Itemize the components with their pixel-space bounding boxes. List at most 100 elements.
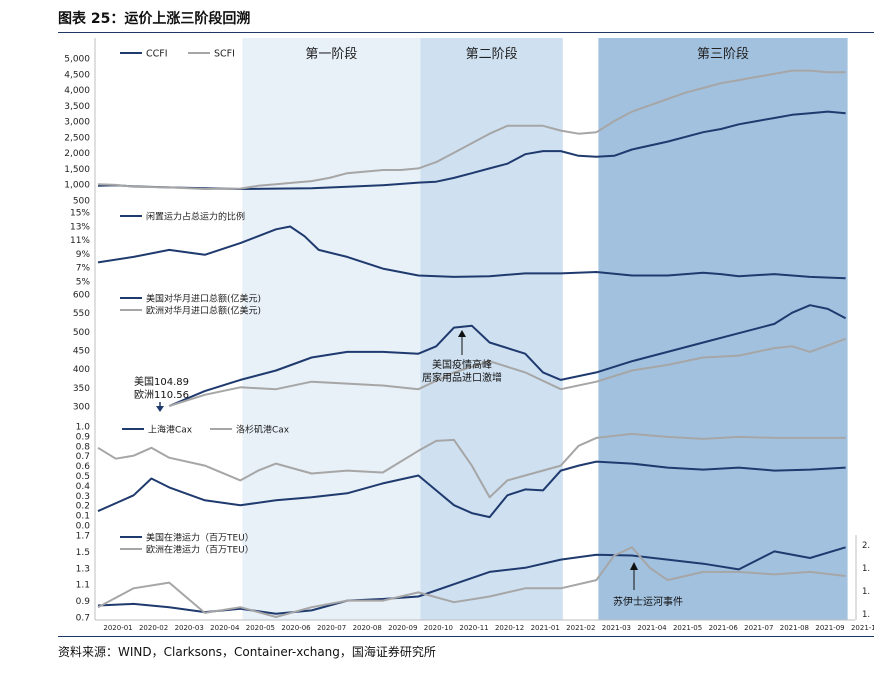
phase-label-3: 第三阶段 xyxy=(697,47,749,62)
y-tick-label: 5,000 xyxy=(64,55,90,65)
x-tick-label: 2020-10 xyxy=(424,624,453,632)
y-tick-label: 0.1 xyxy=(76,512,90,522)
y-tick-label: 350 xyxy=(73,384,90,394)
x-tick-label: 2020-07 xyxy=(317,624,346,632)
right-tick-label: 1. xyxy=(862,610,870,620)
x-tick-label: 2021-08 xyxy=(780,624,809,632)
y-tick-label: 400 xyxy=(73,365,90,375)
series-line-2 xyxy=(97,432,846,499)
annotation-arrow-head xyxy=(156,406,164,412)
x-tick-label: 2021-02 xyxy=(566,624,595,632)
right-tick-label: 1. xyxy=(862,564,870,574)
series-line-2 xyxy=(168,337,846,407)
x-tick-label: 2021-03 xyxy=(602,624,631,632)
y-tick-label: 0.9 xyxy=(76,597,91,607)
y-tick-label: 0.5 xyxy=(76,472,90,482)
y-tick-label: 13% xyxy=(70,222,90,232)
y-tick-label: 5% xyxy=(76,278,91,288)
series-line-1 xyxy=(97,110,846,190)
annotation-us-value: 美国104.89 xyxy=(134,375,189,388)
series-line-1 xyxy=(97,225,846,280)
legend-label: 欧洲在港运力（百万TEU） xyxy=(146,544,254,556)
legend-label: 上海港Cax xyxy=(148,424,193,436)
y-tick-label: 3,500 xyxy=(64,102,90,112)
x-tick-label: 2021-04 xyxy=(637,624,667,632)
x-tick-label: 2020-03 xyxy=(175,624,204,632)
phase-label-1: 第一阶段 xyxy=(305,47,357,62)
x-tick-label: 2020-01 xyxy=(103,624,132,632)
y-tick-label: 1.0 xyxy=(76,423,91,433)
series-line-1 xyxy=(97,460,846,519)
panel-1: 5,000 4,500 4,000 3,500 3,000 2,500 2,000 1,500… xyxy=(64,49,846,207)
x-tick-label: 2021-05 xyxy=(673,624,702,632)
phase-band-2 xyxy=(420,38,563,620)
x-tick-label: 2020-05 xyxy=(246,624,275,632)
y-tick-label: 0.3 xyxy=(76,492,90,502)
y-tick-label: 0.8 xyxy=(76,442,91,452)
y-tick-label: 300 xyxy=(73,403,90,413)
x-tick-label: 2020-06 xyxy=(281,624,311,632)
annotation-arrow-head xyxy=(630,562,638,570)
x-tick-label: 2021-09 xyxy=(815,624,844,632)
y-tick-label: 3,000 xyxy=(64,118,90,128)
y-tick-label: 550 xyxy=(73,309,90,319)
series-line-1 xyxy=(168,304,847,407)
y-tick-label: 2,000 xyxy=(64,149,90,159)
y-tick-label: 1,000 xyxy=(64,181,90,191)
y-tick-label: 9% xyxy=(76,250,91,260)
y-tick-label: 1.7 xyxy=(76,532,90,542)
y-tick-label: 4,000 xyxy=(64,86,90,96)
y-tick-label: 7% xyxy=(76,264,91,274)
annotation-us-peak: 美国疫情高峰 xyxy=(432,358,492,371)
y-tick-label: 600 xyxy=(73,291,90,301)
y-tick-label: 0.6 xyxy=(76,462,91,472)
y-tick-label: 1.5 xyxy=(76,548,90,558)
y-tick-label: 500 xyxy=(73,197,90,207)
y-tick-label: 0.7 xyxy=(76,614,90,624)
y-tick-label: 11% xyxy=(70,236,90,246)
y-tick-label: 15% xyxy=(70,209,90,219)
x-tick-label: 2020-09 xyxy=(388,624,417,632)
legend-label: CCFI xyxy=(146,49,168,60)
x-tick-label: 2020-02 xyxy=(139,624,168,632)
y-tick-label: 0.9 xyxy=(76,432,91,442)
annotation-eu-value: 欧洲110.56 xyxy=(134,389,189,401)
y-tick-label: 450 xyxy=(73,347,90,357)
x-tick-label: 2021-07 xyxy=(744,624,773,632)
panel-4: 1.00.90.80.70.60.50.40.30.20.10.0 上海港Cax 洛… xyxy=(76,423,846,532)
figure-title: 图表 25：运价上涨三阶段回溯 xyxy=(58,11,251,27)
phase-band-1 xyxy=(242,38,421,620)
right-tick-label: 1. xyxy=(862,587,870,597)
legend-label: 美国对华月进口总额(亿美元) xyxy=(146,293,261,305)
legend-label: SCFI xyxy=(214,49,235,60)
legend-label: 闲置运力占总运力的比例 xyxy=(146,211,245,223)
y-tick-label: 0.0 xyxy=(76,522,91,532)
top-rule xyxy=(58,32,874,33)
annotation-suez: 苏伊士运河事件 xyxy=(613,595,683,608)
right-tick-label: 2. xyxy=(862,541,870,551)
panel-2: 15% 13% 11% 9% 7% 5% 闲置运力占总运力的比例 xyxy=(70,209,846,288)
y-tick-label: 1.3 xyxy=(76,564,90,574)
x-tick-label: 2021-01 xyxy=(531,624,560,632)
y-tick-label: 2,500 xyxy=(64,133,90,143)
x-tick-label: 2021-06 xyxy=(709,624,739,632)
x-tick-label: 2020-08 xyxy=(353,624,382,632)
legend-label: 美国在港运力（百万TEU） xyxy=(146,532,254,544)
x-tick-label: 2021-10 xyxy=(851,624,874,632)
x-tick-label: 2020-12 xyxy=(495,624,524,632)
legend-label: 洛杉矶港Cax xyxy=(236,424,290,436)
phase-label-2: 第二阶段 xyxy=(466,47,518,62)
annotation-arrow-head xyxy=(458,330,466,337)
y-tick-label: 0.7 xyxy=(76,452,90,462)
y-tick-label: 500 xyxy=(73,328,90,338)
bottom-rule xyxy=(58,636,874,637)
source-note: 资料来源：WIND，Clarksons，Container-xchang，国海证… xyxy=(58,645,436,659)
y-tick-label: 4,500 xyxy=(64,70,90,80)
legend-label: 欧洲对华月进口总额(亿美元) xyxy=(146,305,261,317)
y-tick-label: 0.2 xyxy=(76,502,90,512)
panel-5: 1.7 1.5 1.3 1.1 0.9 0.7 美国在港运力（百万TEU）欧洲在港运力（百万… xyxy=(76,532,870,624)
y-tick-label: 1,500 xyxy=(64,165,90,175)
annotation-imports: 居家用品进口激增 xyxy=(422,371,502,384)
